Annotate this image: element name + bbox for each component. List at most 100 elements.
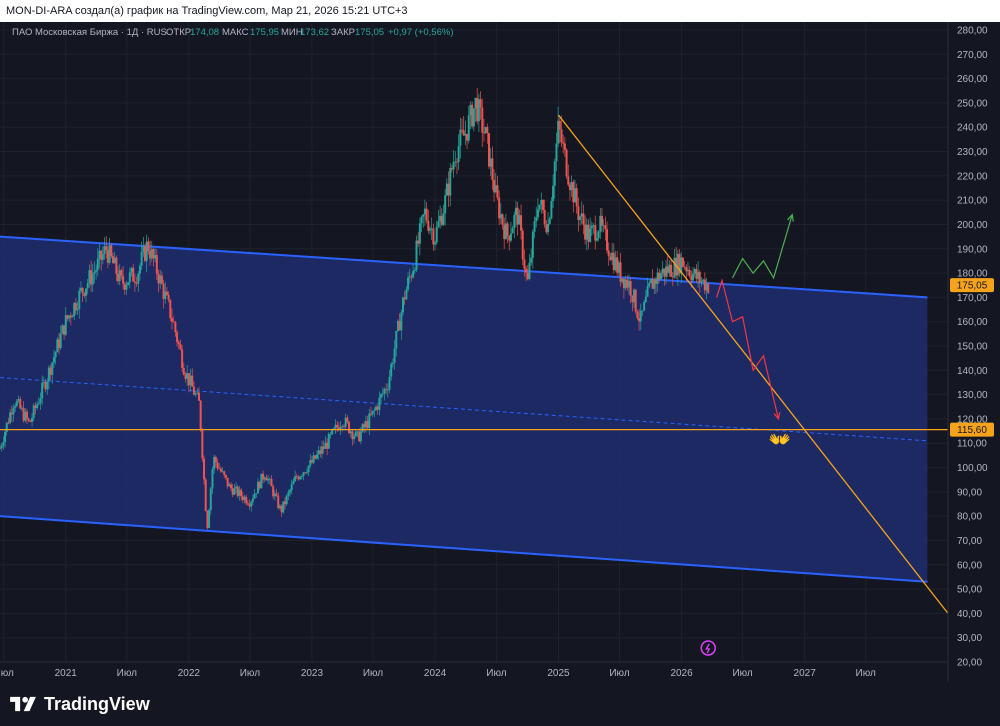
candle-body — [5, 422, 8, 432]
candle-body — [36, 404, 39, 409]
candle-body — [319, 450, 322, 454]
candle-body — [425, 208, 428, 221]
candle-body — [214, 456, 217, 463]
candle-body — [671, 276, 674, 278]
candle-body — [223, 471, 226, 476]
candle-body — [545, 224, 548, 233]
candle-body — [95, 270, 98, 272]
candle-body — [12, 407, 15, 415]
candle-body — [47, 367, 50, 382]
candle-body — [206, 510, 209, 528]
candle-body — [550, 201, 553, 219]
candle-body — [2, 442, 5, 446]
candle-body — [272, 486, 275, 497]
candle-body — [670, 264, 673, 277]
price-label-box — [950, 422, 994, 437]
x-tick-label: Июл — [609, 668, 629, 679]
y-tick-label: 270,00 — [957, 50, 988, 61]
descending-trendline — [557, 114, 949, 614]
candle-body — [631, 295, 634, 303]
channel-upper-line — [0, 235, 928, 299]
low-value: 173,62 — [300, 27, 329, 38]
candle-body — [373, 410, 376, 411]
candle-body — [703, 279, 706, 291]
candle-body — [656, 272, 659, 284]
candle-body — [676, 253, 679, 276]
candle-body — [123, 283, 126, 290]
candle-body — [481, 107, 484, 133]
candle-body — [344, 417, 347, 427]
candle-body — [157, 273, 160, 284]
y-tick-label: 80,00 — [957, 512, 982, 523]
chart-area[interactable]: 👐 280,00 270,00 260,00 250,00 240,00 230,00 22… — [0, 22, 1000, 682]
candle-body — [321, 446, 324, 454]
chart-caption-bar: MON-DI-ARA создал(а) график на TradingVi… — [0, 0, 1000, 22]
candle-body — [246, 503, 249, 505]
candle-body — [693, 269, 696, 274]
candle-body — [665, 266, 668, 277]
candle-body — [528, 262, 531, 280]
candle-body — [402, 297, 405, 313]
candle-body — [177, 341, 180, 345]
candle-body — [369, 413, 372, 415]
candle-body — [570, 181, 573, 191]
candle-body — [78, 290, 81, 310]
candlestick-chart[interactable]: 👐 280,00 270,00 260,00 250,00 240,00 230,00 22… — [0, 22, 1000, 682]
candle-body — [535, 217, 538, 222]
candle-body — [292, 481, 295, 485]
candle-body — [408, 276, 411, 278]
candle-body — [413, 269, 416, 272]
candle-body — [501, 214, 504, 225]
candle-body — [479, 99, 482, 108]
candle-body — [44, 381, 47, 390]
candle-body — [600, 215, 603, 226]
candle-body — [361, 424, 364, 432]
tradingview-logo[interactable]: TradingView — [8, 690, 150, 718]
candle-body — [604, 225, 607, 230]
candle-body — [634, 289, 637, 312]
candle-body — [455, 161, 458, 163]
candle-body — [181, 349, 184, 368]
y-tick-label: 200,00 — [957, 220, 988, 231]
candle-body — [39, 398, 42, 404]
candle-body — [646, 286, 649, 297]
candle-body — [142, 246, 145, 253]
candle-body — [322, 446, 325, 449]
candle-body — [668, 264, 671, 273]
candle-body — [339, 426, 342, 431]
candle-body — [461, 129, 464, 131]
high-value: 175,95 — [250, 27, 279, 38]
candle-body — [160, 275, 163, 284]
candle-body — [584, 224, 587, 240]
candle-body — [201, 429, 204, 459]
candle-body — [629, 281, 632, 296]
candle-body — [69, 315, 72, 318]
candle-body — [192, 386, 195, 395]
candle-body — [471, 104, 474, 127]
candle-body — [110, 245, 113, 257]
candle-body — [283, 501, 286, 505]
candle-body — [513, 214, 516, 229]
candle-body — [197, 392, 200, 401]
candle-body — [412, 271, 415, 278]
candle-body — [391, 362, 394, 365]
candle-body — [317, 450, 320, 455]
y-tick-label: 60,00 — [957, 560, 982, 571]
candle-body — [449, 168, 452, 196]
candle-body — [93, 271, 96, 274]
candle-body — [688, 269, 691, 277]
candle-body — [31, 418, 34, 422]
candle-body — [164, 291, 167, 299]
candle-body — [307, 465, 310, 473]
forecast-up-path — [731, 214, 793, 280]
candle-body — [162, 283, 165, 299]
candle-body — [189, 375, 192, 386]
candle-body — [277, 495, 280, 509]
candle-body — [508, 235, 511, 241]
candle-body — [98, 250, 101, 259]
y-tick-label: 20,00 — [957, 658, 982, 669]
candle-body — [149, 251, 152, 259]
candle-body — [84, 288, 87, 296]
candle-body — [73, 302, 76, 317]
candle-body — [488, 133, 491, 167]
